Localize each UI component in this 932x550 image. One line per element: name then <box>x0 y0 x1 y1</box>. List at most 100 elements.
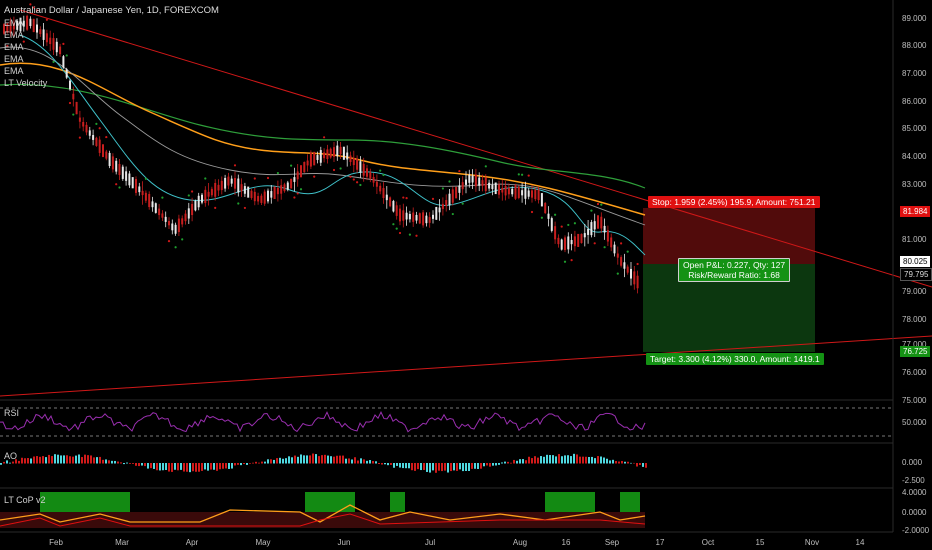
legend-ema-3[interactable]: EMA <box>4 42 24 52</box>
candle <box>504 180 507 201</box>
ao-axis-tick: 0.000 <box>902 458 923 467</box>
candle <box>587 220 590 244</box>
candle <box>366 164 368 181</box>
ao-bar <box>36 456 38 464</box>
candle <box>428 212 431 228</box>
ao-bar <box>486 463 488 466</box>
candle <box>491 178 494 196</box>
sar-dot <box>408 233 411 236</box>
cop-axis-tick: -2.0000 <box>902 526 930 535</box>
candle <box>187 202 190 224</box>
ao-bar <box>42 456 44 464</box>
candle <box>22 15 25 32</box>
candle <box>125 166 128 186</box>
ao-bar <box>267 459 269 464</box>
candle <box>204 186 207 207</box>
ao-bar <box>24 458 26 464</box>
rsi-pane-label[interactable]: RSI <box>4 408 20 418</box>
ao-bar <box>636 463 638 467</box>
sar-dot <box>600 203 603 206</box>
ao-bar <box>69 456 71 464</box>
candle <box>471 169 474 189</box>
ao-bar <box>642 463 644 467</box>
ao-bar <box>198 463 200 472</box>
ao-bar <box>111 460 113 464</box>
candle <box>333 142 335 162</box>
candle <box>573 230 576 252</box>
candle <box>465 171 467 194</box>
candle <box>488 179 491 192</box>
time-tick: 14 <box>855 538 865 547</box>
ao-bar <box>333 456 335 464</box>
ao-bar <box>159 463 161 471</box>
sar-dot <box>527 174 530 177</box>
ao-bar <box>570 456 572 464</box>
ao-bar <box>78 454 80 464</box>
candle <box>98 136 101 157</box>
ao-bar <box>441 463 443 472</box>
ao-bar <box>552 455 554 464</box>
ao-bar <box>180 463 182 470</box>
ao-bar <box>66 455 68 464</box>
ao-bar <box>72 456 74 464</box>
sar-dot <box>191 190 194 193</box>
price-tick: 89.000 <box>902 14 927 23</box>
candle <box>498 180 500 199</box>
ao-bar <box>171 463 173 472</box>
legend-ema-5[interactable]: EMA <box>4 66 24 76</box>
ao-bar <box>429 463 431 473</box>
ao-bar <box>396 463 398 466</box>
candle <box>336 140 339 161</box>
ao-bar <box>201 463 203 471</box>
ao-bar <box>108 460 110 464</box>
ao-bar <box>630 462 632 464</box>
sar-dot <box>530 210 534 214</box>
ao-bar <box>195 463 197 472</box>
ao-bar <box>150 463 152 469</box>
candle <box>82 117 85 132</box>
ema-gray <box>0 46 646 226</box>
sar-dot <box>233 164 237 167</box>
legend-ema-4[interactable]: EMA <box>4 54 24 64</box>
ao-bar <box>0 463 2 465</box>
ao-bar <box>84 454 86 464</box>
candle <box>521 182 524 203</box>
candle <box>511 186 514 197</box>
candle <box>135 176 137 196</box>
candle <box>154 202 157 214</box>
ao-bar <box>258 462 260 464</box>
ao-bar <box>99 456 101 464</box>
legend-lt-velocity[interactable]: LT Velocity <box>4 78 48 88</box>
ao-bar <box>534 456 536 464</box>
candle <box>263 189 266 206</box>
ao-bar <box>555 456 557 464</box>
ao-bar <box>591 456 593 464</box>
ao-bar <box>645 463 647 468</box>
ao-bar <box>633 462 635 464</box>
sar-dot <box>596 202 600 206</box>
target-label[interactable]: Target: 3.300 (4.12%) 330.0, Amount: 141… <box>646 353 824 365</box>
ao-bar <box>243 463 245 465</box>
price-tick: 84.000 <box>902 152 927 161</box>
sar-dot <box>540 216 544 219</box>
ao-bar <box>213 463 215 470</box>
candle <box>547 206 550 227</box>
cop-pane-label[interactable]: LT CoP v2 <box>4 495 46 505</box>
open-pnl-label[interactable]: Open P&L: 0.227, Qty: 127 Risk/Reward Ra… <box>678 258 791 282</box>
sar-dot <box>563 260 567 263</box>
candle <box>197 192 200 211</box>
legend-ema-1[interactable]: EMA <box>4 18 24 28</box>
stop-label[interactable]: Stop: 1.959 (2.45%) 195.9, Amount: 751.2… <box>648 196 820 208</box>
cop-pane <box>0 492 646 528</box>
candle <box>234 171 236 196</box>
ao-bar <box>45 457 47 464</box>
candle <box>118 158 121 181</box>
candle <box>181 215 184 228</box>
ao-bar <box>504 461 506 464</box>
ao-bar <box>462 463 464 472</box>
ao-pane-label[interactable]: AO <box>4 451 18 461</box>
ao-bar <box>459 463 461 470</box>
ao-bar <box>531 458 533 464</box>
legend-ema-2[interactable]: EMA <box>4 30 24 40</box>
